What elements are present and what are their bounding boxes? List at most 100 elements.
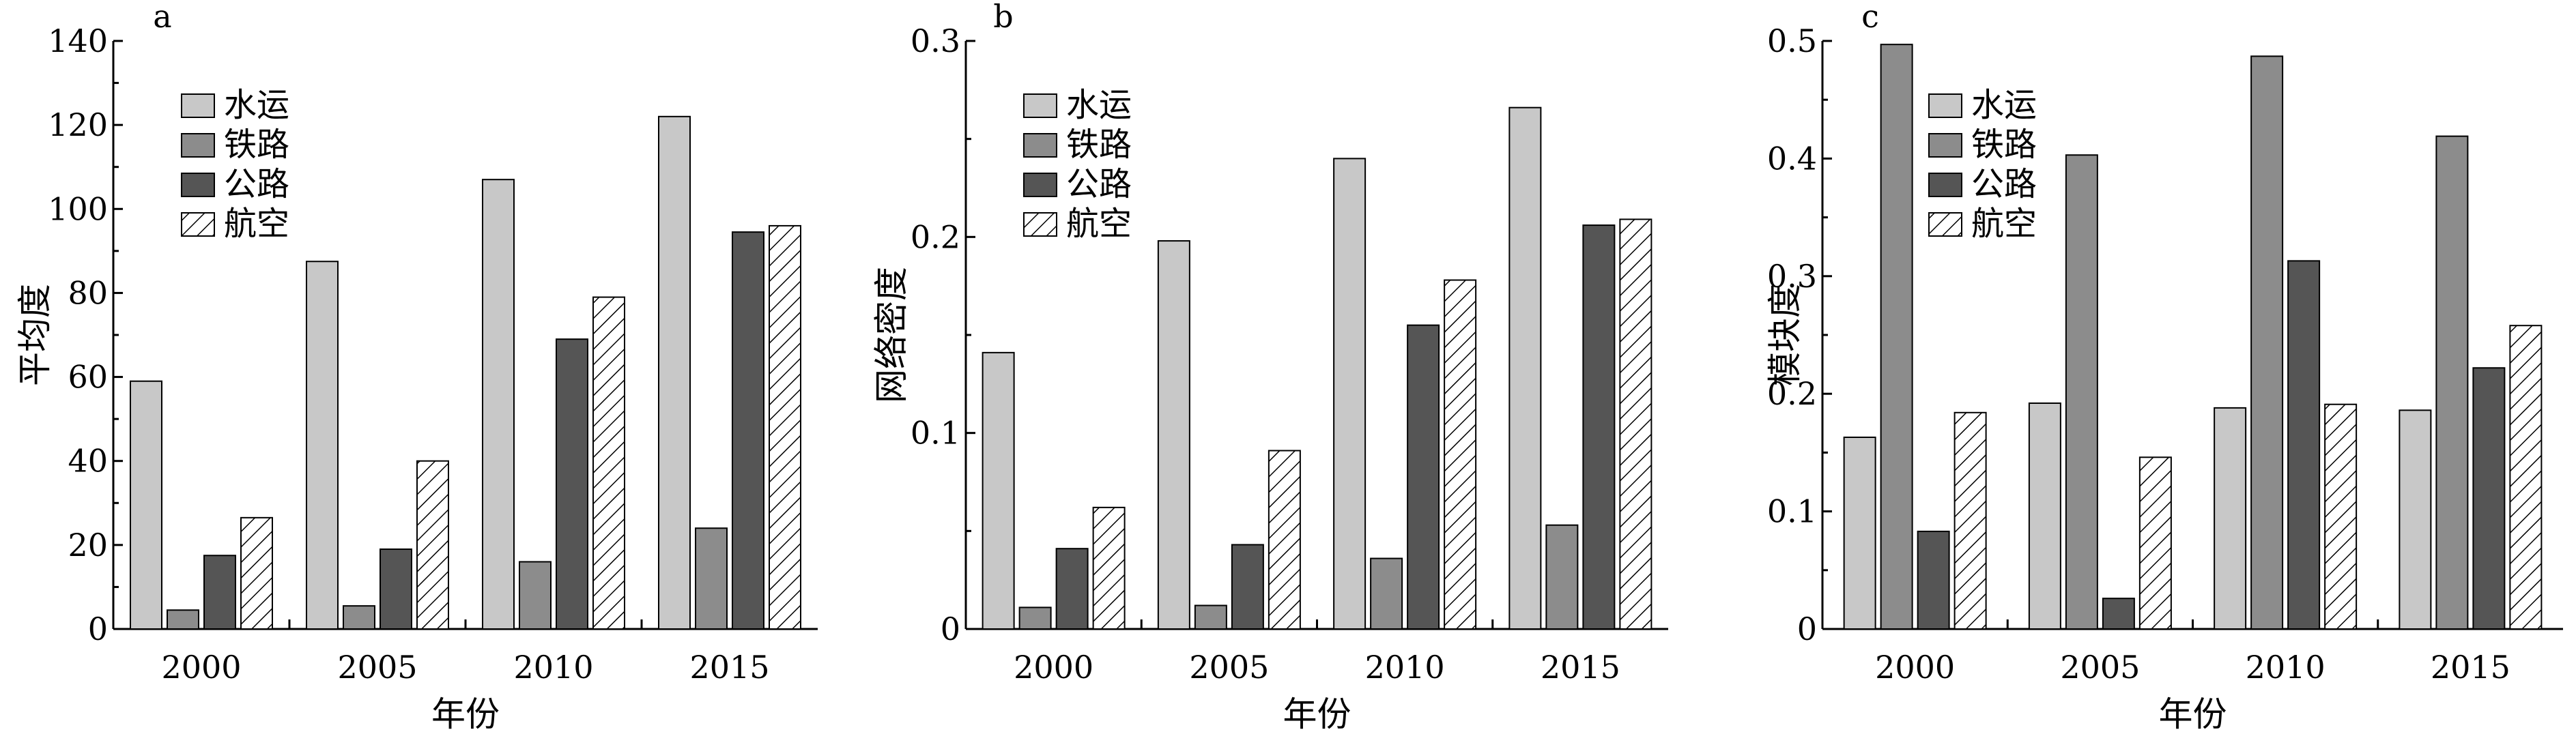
x-tick-label: 2005 (337, 649, 417, 686)
y-tick-label: 0.2 (1767, 375, 1817, 412)
y-tick-label: 0 (941, 611, 960, 647)
bar-2015-航空 (1619, 218, 1652, 630)
legend-swatch (1928, 93, 1962, 118)
y-tick-label: 120 (48, 106, 108, 143)
bar-2005-航空 (2138, 456, 2172, 630)
bar-2010-公路 (2287, 260, 2321, 630)
bar-2015-铁路 (2435, 135, 2469, 630)
legend-swatch (1928, 212, 1962, 237)
bar-2000-水运 (982, 351, 1015, 630)
y-tick-label: 140 (48, 23, 108, 59)
legend-swatch (1023, 93, 1057, 118)
legend-label: 公路 (224, 165, 289, 203)
chart-panel-b: b 0 0.1 0.2 0.3 2000 2005 2010 2015 年份 网络密度 水运铁路公路航… (872, 0, 1668, 732)
legend-label: 公路 (1971, 165, 2037, 203)
bar-2010-铁路 (1370, 557, 1403, 630)
x-axis-title: 年份 (1283, 694, 1351, 732)
legend-label: 航空 (1971, 205, 2037, 243)
chart-panel-a: a 0 20 40 60 80 100 120 140 2000 2005 2010 2015 年份 平均度… (15, 0, 818, 732)
y-tick-label: 0.1 (911, 415, 960, 452)
bar-2005-铁路 (2065, 154, 2098, 630)
bar-2010-公路 (1407, 324, 1440, 630)
bar-2015-铁路 (1545, 524, 1579, 630)
x-tick-label: 2005 (1189, 649, 1269, 686)
x-tick-label: 2005 (2060, 649, 2140, 686)
x-tick-label: 2000 (161, 649, 241, 686)
legend-swatch (181, 133, 215, 158)
bar-2015-公路 (1582, 224, 1616, 630)
x-tick-label: 2010 (2246, 649, 2325, 686)
bar-2010-航空 (592, 296, 625, 630)
bar-2015-水运 (2399, 409, 2432, 630)
bar-2015-水运 (658, 115, 691, 630)
y-tick-label: 0.4 (1767, 140, 1817, 177)
bar-2005-航空 (416, 460, 449, 630)
bar-2000-公路 (1917, 530, 1950, 630)
bar-2000-铁路 (167, 609, 199, 630)
bar-2010-水运 (2214, 407, 2247, 630)
chart-panel-c: c 0 0.1 0.2 0.3 0.4 0.5 2000 2005 2010 2015 年份 模块度 水运… (1765, 0, 2563, 732)
legend-swatch (1023, 212, 1057, 237)
legend-label: 水运 (1066, 86, 1132, 124)
bar-2010-航空 (1444, 279, 1477, 630)
bar-2005-水运 (306, 261, 339, 630)
bar-2015-公路 (732, 231, 764, 630)
y-tick-label: 0.3 (911, 23, 960, 59)
bar-2010-铁路 (519, 561, 552, 630)
x-axis-title: 年份 (2159, 694, 2227, 732)
bar-2005-航空 (1268, 450, 1301, 630)
y-tick-label: 0.3 (1767, 258, 1817, 295)
y-tick-label: 80 (68, 274, 108, 311)
bar-2005-水运 (2028, 402, 2061, 630)
y-tick-label: 20 (68, 527, 108, 563)
x-tick-label: 2000 (1014, 649, 1093, 686)
x-tick-label: 2010 (1365, 649, 1445, 686)
x-axis-title: 年份 (431, 694, 500, 732)
bar-2005-铁路 (343, 605, 375, 630)
legend-swatch (181, 173, 215, 197)
legend-swatch (1023, 133, 1057, 158)
legend-label: 水运 (224, 86, 289, 124)
bar-2000-航空 (240, 516, 273, 630)
y-axis-title: 平均度 (15, 284, 55, 386)
bar-2015-水运 (1508, 106, 1542, 630)
panel-letter: c (1861, 0, 1879, 35)
x-tick-label: 2015 (2431, 649, 2510, 686)
legend-swatch (1928, 173, 1962, 197)
legend-label: 铁路 (224, 126, 289, 164)
x-tick-label: 2015 (1541, 649, 1620, 686)
bar-2005-水运 (1157, 240, 1190, 630)
bar-2010-水运 (482, 179, 515, 630)
legend-label: 水运 (1971, 86, 2037, 124)
x-tick-label: 2010 (513, 649, 593, 686)
y-tick-label: 0.5 (1767, 23, 1817, 59)
y-axis-title: 模块度 (1765, 284, 1805, 386)
legend-label: 航空 (224, 205, 289, 243)
y-tick-label: 40 (68, 443, 108, 480)
bar-2000-水运 (130, 380, 162, 630)
legend-swatch (1023, 173, 1057, 197)
bar-2000-铁路 (1880, 44, 1913, 630)
x-tick-label: 2015 (689, 649, 769, 686)
bar-2010-公路 (556, 338, 588, 630)
bar-2015-航空 (769, 224, 801, 630)
legend-swatch (1928, 133, 1962, 158)
y-tick-label: 0.1 (1767, 493, 1817, 530)
bar-2015-铁路 (695, 527, 728, 630)
legend-label: 公路 (1066, 165, 1132, 203)
panel-letter: b (993, 0, 1013, 35)
y-axis-title: 网络密度 (872, 267, 911, 403)
y-tick-label: 60 (68, 359, 108, 396)
y-tick-label: 0 (1797, 611, 1817, 647)
bar-2000-航空 (1954, 411, 1987, 630)
legend-label: 铁路 (1066, 126, 1132, 164)
bar-2000-公路 (203, 555, 236, 630)
bar-2005-公路 (1231, 544, 1264, 630)
panel-letter: a (153, 0, 171, 35)
legend-swatch (181, 93, 215, 118)
bar-2005-公路 (380, 548, 412, 630)
bar-2010-航空 (2324, 403, 2358, 630)
bar-2005-公路 (2102, 598, 2135, 630)
legend-label: 铁路 (1971, 126, 2037, 164)
